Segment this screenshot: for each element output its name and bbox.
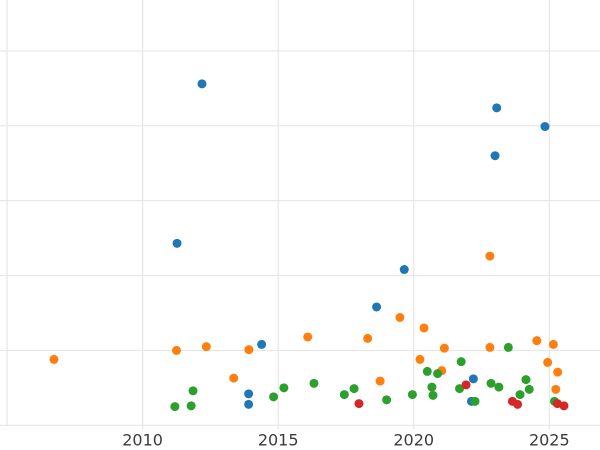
data-point-blue: [468, 374, 478, 384]
data-point-blue: [244, 389, 254, 399]
data-point-green: [456, 357, 466, 367]
data-point-blue: [490, 151, 500, 161]
data-point-blue: [540, 122, 550, 132]
data-point-green: [524, 384, 534, 394]
x-tick-label: 2020: [393, 430, 434, 449]
x-tick-label: 2010: [122, 430, 163, 449]
data-point-green: [427, 382, 437, 392]
data-point-red: [559, 401, 569, 411]
data-point-orange: [419, 323, 429, 333]
data-point-orange: [303, 332, 313, 342]
data-point-green: [494, 382, 504, 392]
data-point-blue: [244, 399, 254, 409]
data-point-green: [279, 383, 289, 393]
data-point-green: [188, 386, 198, 396]
data-point-green: [186, 401, 196, 411]
data-point-red: [354, 399, 364, 409]
x-tick-label: 2015: [258, 430, 299, 449]
data-point-blue: [372, 302, 382, 312]
data-point-orange: [532, 336, 542, 346]
data-point-orange: [201, 342, 211, 352]
data-point-blue: [257, 339, 267, 349]
data-point-orange: [229, 373, 239, 383]
data-point-green: [521, 375, 531, 385]
data-point-green: [470, 396, 480, 406]
data-point-green: [422, 366, 432, 376]
data-point-orange: [49, 354, 59, 364]
data-point-red: [461, 380, 471, 390]
data-point-green: [455, 384, 465, 394]
data-point-green: [349, 384, 359, 394]
data-point-green: [170, 402, 180, 412]
data-point-green: [339, 390, 349, 400]
data-point-orange: [439, 343, 449, 353]
data-point-green: [515, 390, 525, 400]
data-point-blue: [197, 79, 207, 89]
data-point-green: [486, 378, 496, 388]
x-tick-label: 2025: [529, 430, 570, 449]
data-point-orange: [551, 384, 561, 394]
data-point-orange: [485, 251, 495, 261]
data-point-orange: [172, 345, 182, 355]
data-point-blue: [399, 265, 409, 275]
data-point-orange: [543, 357, 553, 367]
data-point-orange: [363, 333, 373, 343]
data-point-blue: [492, 103, 502, 113]
data-point-orange: [553, 367, 563, 377]
data-point-green: [433, 369, 443, 379]
data-point-blue: [172, 238, 182, 248]
data-point-orange: [548, 339, 558, 349]
data-point-orange: [485, 342, 495, 352]
data-point-green: [428, 390, 438, 400]
data-point-red: [513, 399, 523, 409]
data-point-orange: [395, 312, 405, 322]
data-point-green: [309, 378, 319, 388]
data-point-green: [269, 392, 279, 402]
data-point-orange: [415, 354, 425, 364]
data-point-orange: [244, 345, 254, 355]
data-point-green: [382, 395, 392, 405]
data-point-green: [407, 390, 417, 400]
data-point-orange: [375, 376, 385, 386]
data-point-green: [503, 342, 513, 352]
